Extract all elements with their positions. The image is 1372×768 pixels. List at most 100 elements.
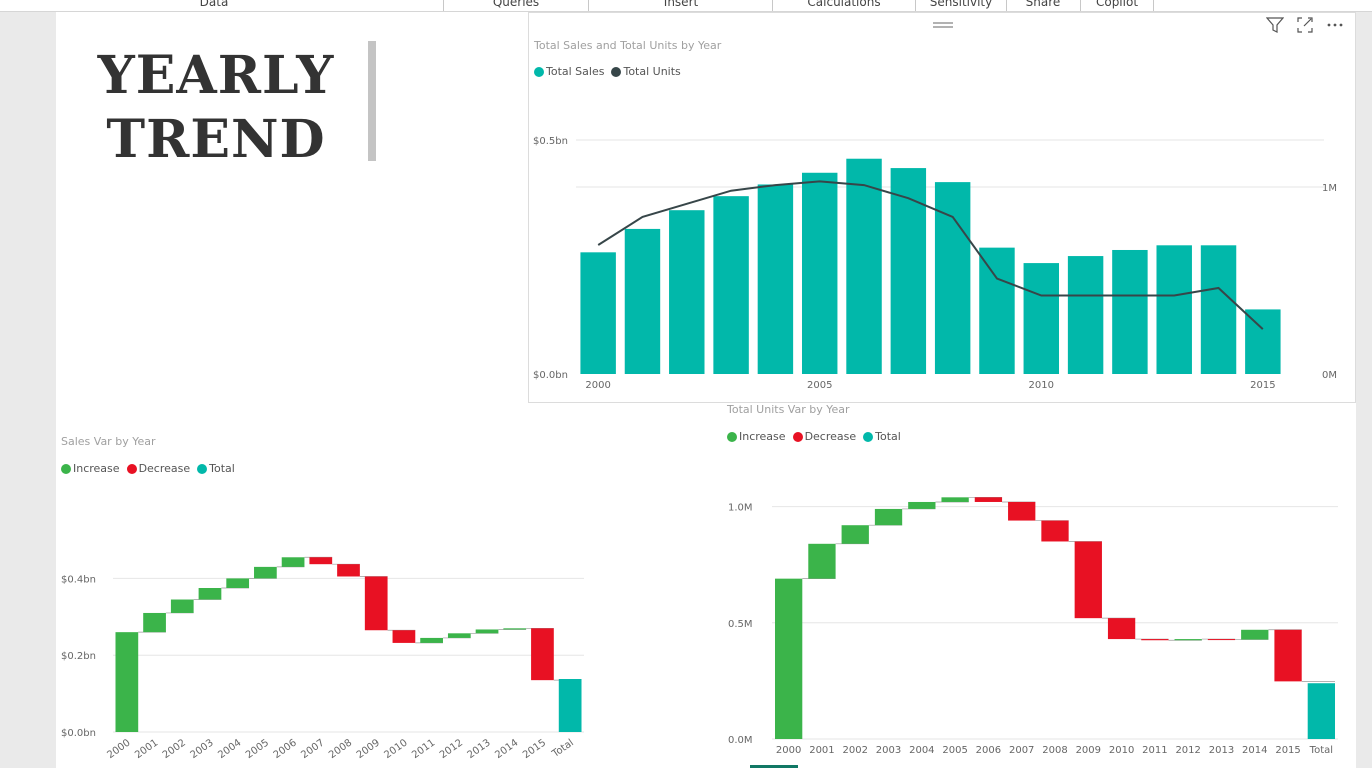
ribbon-tab-copilot[interactable]: Copilot <box>1095 0 1139 9</box>
more-options-icon[interactable] <box>1325 15 1345 35</box>
x-tick-label: 2011 <box>410 737 437 761</box>
ribbon-tab-queries[interactable]: Queries <box>492 0 540 9</box>
legend-label: Decrease <box>804 430 857 443</box>
x-tick-label: 2009 <box>355 737 382 761</box>
waterfall-bar <box>1074 541 1102 619</box>
x-tick-label: 2002 <box>161 737 188 761</box>
legend-item[interactable]: Decrease <box>792 430 857 443</box>
x-tick-label: Total <box>1309 745 1333 756</box>
ribbon-tab-sensitivity[interactable]: Sensitivity <box>929 0 993 9</box>
legend-label: Increase <box>73 462 120 475</box>
x-tick-label: 2014 <box>493 737 520 761</box>
waterfall-bar <box>558 679 582 732</box>
legend-label: Decrease <box>138 462 191 475</box>
page-title-line1: YEARLY <box>97 45 335 106</box>
y2-tick-label: 1M <box>1322 183 1337 194</box>
legend-item[interactable]: Total <box>863 430 901 443</box>
legend-item[interactable]: Increase <box>61 462 120 475</box>
waterfall-bar <box>447 633 471 638</box>
focus-mode-icon[interactable] <box>1295 15 1315 35</box>
x-tick-label: 2014 <box>1242 745 1267 756</box>
legend-item[interactable]: Total Sales <box>534 65 604 78</box>
x-tick-label: 2001 <box>809 745 834 756</box>
waterfall-bar <box>1008 501 1036 521</box>
waterfall-bar <box>392 630 416 643</box>
page-tab-indicator <box>750 765 798 768</box>
waterfall-bar <box>774 578 803 739</box>
legend-item[interactable]: Total Units <box>611 65 681 78</box>
sales-var-visual[interactable]: Sales Var by Year Increase Decrease Tota… <box>56 430 596 768</box>
visual-title: Total Units Var by Year <box>727 403 850 416</box>
drag-grip-icon[interactable] <box>933 21 953 29</box>
x-tick-label: 2005 <box>807 380 832 391</box>
ribbon-tab-share[interactable]: Share <box>1025 0 1061 9</box>
legend-marker <box>727 431 737 442</box>
x-tick-label: 2015 <box>1250 380 1275 391</box>
legend-marker <box>611 66 622 77</box>
waterfall-bar <box>198 588 222 600</box>
waterfall-bar <box>1241 629 1269 640</box>
bar <box>669 210 705 374</box>
waterfall-bar <box>170 599 194 613</box>
x-tick-label: 2003 <box>189 737 216 761</box>
y-tick-label: $0.4bn <box>61 574 96 585</box>
x-tick-label: 2015 <box>521 737 548 761</box>
units-waterfall-chart: 0.0M 0.5M 1.0M 2000 2001 2002 2003 2004 2005 2006… <box>728 496 1338 756</box>
y-tick-label: 0.5M <box>728 619 753 630</box>
visual-title: Sales Var by Year <box>61 435 156 448</box>
y-tick-label: $0.2bn <box>61 651 96 662</box>
bar <box>801 172 838 374</box>
legend: Increase Decrease Total <box>727 430 904 443</box>
waterfall-bar <box>1107 618 1136 640</box>
waterfall-bar <box>420 637 443 643</box>
visual-header-icons <box>1265 15 1345 35</box>
legend: Increase Decrease Total <box>61 462 238 475</box>
ribbon-tab-insert[interactable]: Insert <box>663 0 699 9</box>
x-tick-label: 2012 <box>438 737 465 761</box>
filter-icon[interactable] <box>1265 15 1285 35</box>
bar <box>580 252 616 374</box>
x-tick-label: 2002 <box>843 745 868 756</box>
x-tick-label: 2000 <box>776 745 801 756</box>
legend-marker <box>534 66 544 77</box>
legend-item[interactable]: Decrease <box>126 462 191 475</box>
x-tick-label: 2007 <box>299 737 326 761</box>
x-tick-label: 2006 <box>272 737 299 761</box>
waterfall-bar <box>1141 639 1169 641</box>
page-title: YEARLY TREND <box>96 44 336 172</box>
ribbon-tab-data[interactable]: Data <box>199 0 229 9</box>
waterfall-bar <box>143 612 166 633</box>
x-tick-label: 2013 <box>1209 745 1234 756</box>
waterfall-bar <box>941 497 969 502</box>
x-tick-label: 2011 <box>1142 745 1167 756</box>
legend-marker <box>61 463 71 474</box>
legend-item[interactable]: Increase <box>727 430 786 443</box>
y-tick-label: $0.5bn <box>533 136 568 147</box>
ribbon-separator <box>1006 0 1007 11</box>
waterfall-bar <box>1174 639 1202 641</box>
units-var-visual[interactable]: Total Units Var by Year Increase Decreas… <box>722 398 1354 768</box>
x-tick-label: 2007 <box>1009 745 1034 756</box>
x-tick-label: 2006 <box>976 745 1001 756</box>
x-tick-label: Total <box>550 737 576 760</box>
ribbon-separator <box>588 0 589 11</box>
visual-title: Total Sales and Total Units by Year <box>534 39 722 52</box>
ribbon-tab-calculations[interactable]: Calculations <box>807 0 881 9</box>
x-tick-label: 2010 <box>382 737 409 761</box>
ribbon-bar: Data Queries Insert Calculations Sensiti… <box>0 0 1372 12</box>
bar <box>1200 245 1237 374</box>
series-line <box>597 180 1264 330</box>
x-tick-label: 2008 <box>327 737 354 761</box>
x-tick-label: 2008 <box>1042 745 1067 756</box>
ribbon-separator <box>1153 0 1154 11</box>
waterfall-bar <box>226 578 250 588</box>
waterfall-bar <box>874 508 903 526</box>
x-tick-label: 2000 <box>105 737 132 761</box>
legend-marker <box>126 463 137 474</box>
legend: Total Sales Total Units <box>534 65 684 78</box>
waterfall-bar <box>531 628 554 681</box>
waterfall-bar <box>908 501 936 509</box>
waterfall-bar <box>281 557 305 567</box>
legend-item[interactable]: Total <box>197 462 235 475</box>
waterfall-bar <box>1041 520 1069 542</box>
